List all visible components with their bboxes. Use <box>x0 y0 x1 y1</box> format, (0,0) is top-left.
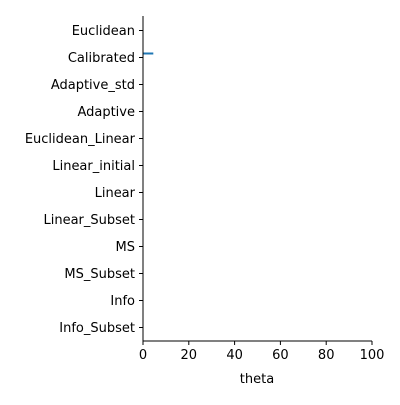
x-axis: 0 20 40 60 80 100 <box>139 340 385 363</box>
x-axis-title: theta <box>240 372 274 387</box>
y-tick-label: Linear_Subset <box>43 213 135 228</box>
y-tick-label: Info_Subset <box>59 321 135 336</box>
y-tick-label: Linear_initial <box>52 159 135 174</box>
x-tick-label: 20 <box>181 348 198 363</box>
y-tick-label: MS <box>116 240 135 255</box>
y-tick-label: Euclidean_Linear <box>25 132 136 147</box>
y-tick-label: Adaptive_std <box>51 78 135 93</box>
y-tick-label: Adaptive <box>77 105 135 120</box>
y-tick-label: Euclidean <box>72 24 135 39</box>
y-tick-label: Linear <box>95 186 136 201</box>
y-tick-label: Calibrated <box>68 51 135 66</box>
x-tick-label: 80 <box>318 348 335 363</box>
x-tick-label: 100 <box>360 348 385 363</box>
x-tick-label: 40 <box>226 348 243 363</box>
y-tick-label: MS_Subset <box>64 267 135 282</box>
x-tick-label: 60 <box>272 348 289 363</box>
y-axis: Euclidean Calibrated Adaptive_std Adaptive E… <box>25 16 144 341</box>
y-tick-label: Info <box>110 294 135 309</box>
x-tick-label: 0 <box>139 348 147 363</box>
